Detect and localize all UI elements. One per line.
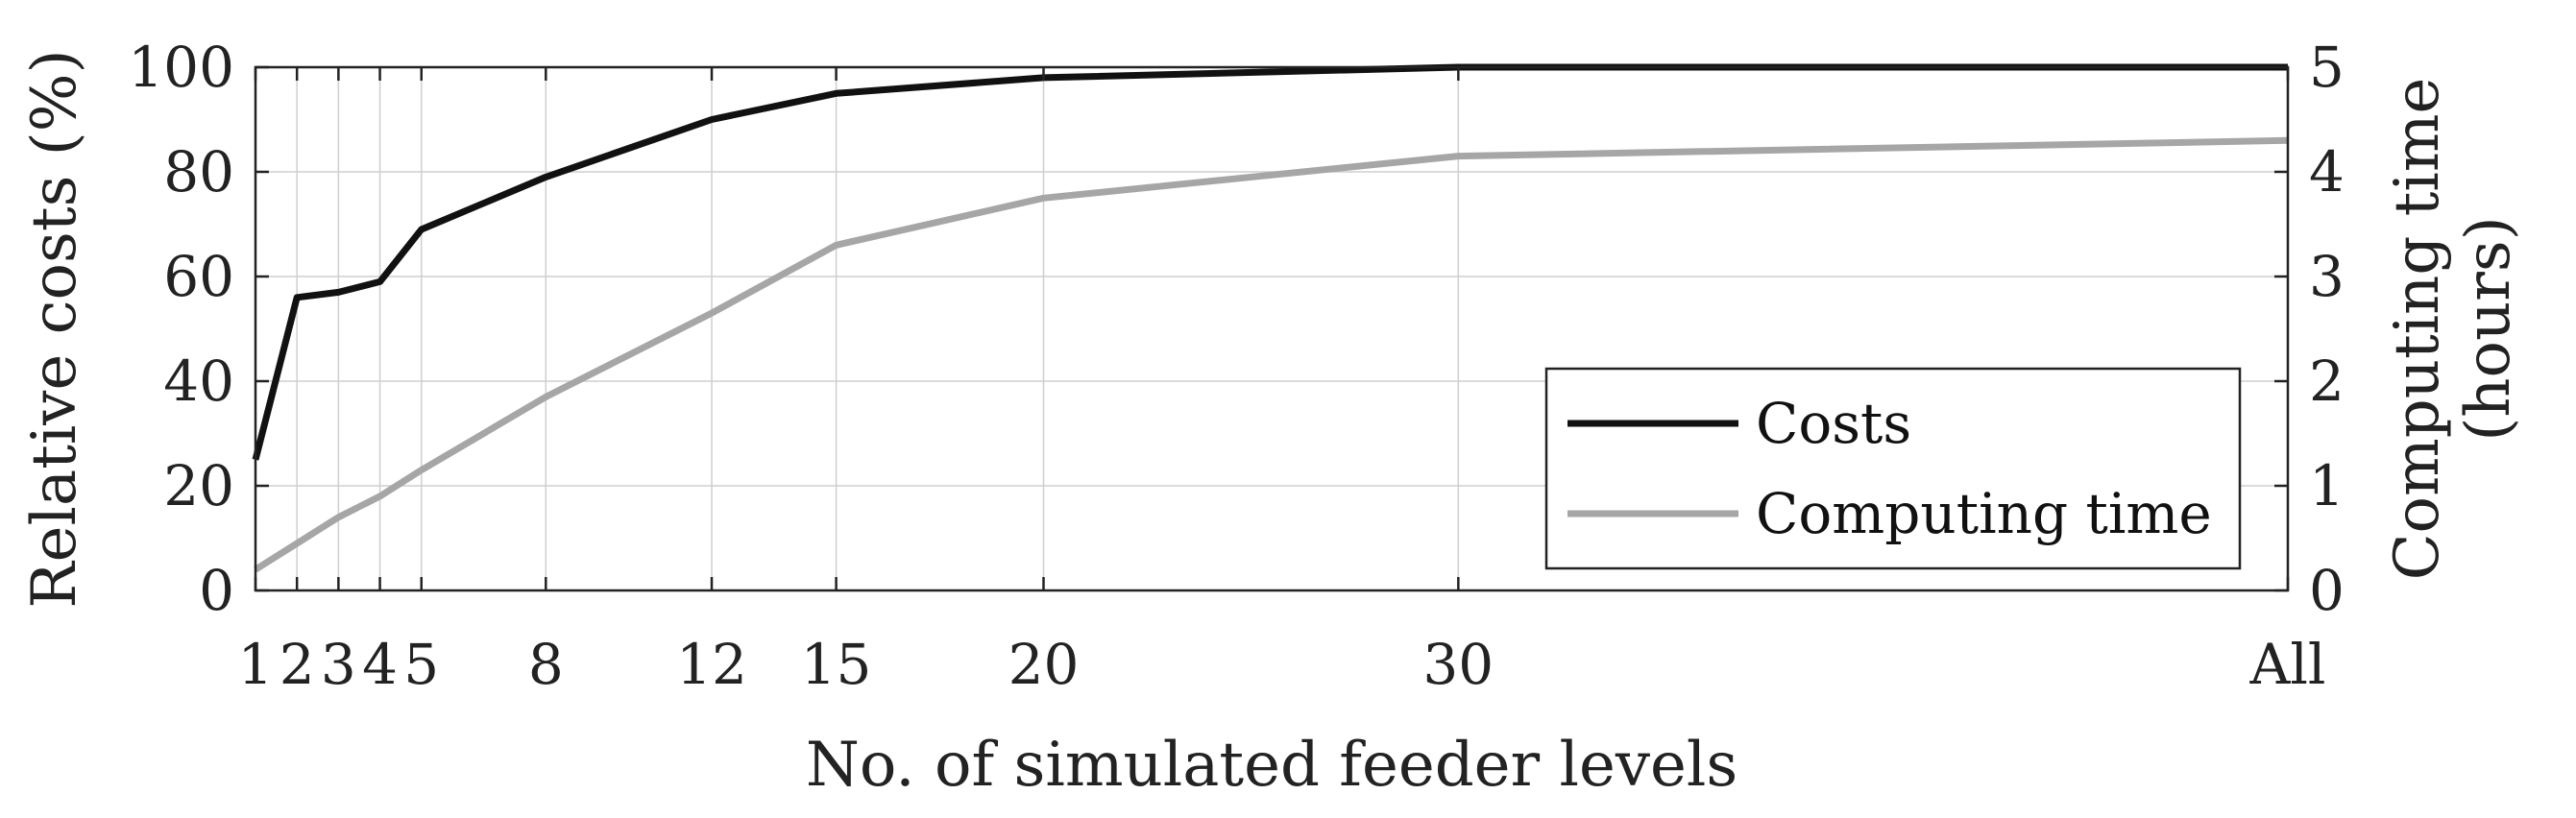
x-tick-label: 20 [1009,632,1080,697]
y-left-tick-label: 20 [163,453,234,518]
plot-frame [254,65,2290,592]
x-tick-label: 2 [279,632,315,697]
y-right-tick-label: 5 [2309,35,2345,100]
y-right-tick-label: 3 [2309,244,2345,309]
x-tick-label: 1 [238,632,274,697]
series-line-computing-time [254,136,2289,573]
y-axis-right-title-line2: (hours) [2453,216,2524,441]
legend-label-computing-time: Computing time [1756,481,2212,546]
series-line-costs [252,63,2288,461]
x-tick-label: 30 [1422,632,1494,697]
series-lines [252,63,2289,573]
y-right-tick-label: 4 [2309,139,2345,204]
y-axis-left-title: Relative costs (%) [19,49,90,608]
y-left-tick-label: 0 [199,558,234,623]
x-axis-title: No. of simulated feeder levels [806,730,1738,801]
x-tick-label: 8 [528,632,564,697]
x-tick-label: 15 [801,632,872,697]
x-tick-label: 4 [362,632,398,697]
y-right-tick-label: 2 [2309,349,2345,414]
y-left-tick-label: 80 [163,139,234,204]
legend-box [1544,367,2242,570]
y-left-tick-label: 40 [163,349,234,414]
x-tick-label: 12 [676,632,747,697]
legend-label-costs: Costs [1756,391,1911,456]
y-left-tick-label: 60 [163,244,234,309]
x-tick-label: 5 [403,632,439,697]
y-right-tick-label: 1 [2309,453,2345,518]
y-left-tick-label: 100 [128,35,234,100]
x-tick-label: All [2249,632,2326,697]
y-right-tick-label: 0 [2309,558,2345,623]
y-axis-right-title-line1: Computing time [2382,78,2453,581]
legend: Costs Computing time [1544,367,2242,570]
x-tick-label: 3 [321,632,356,697]
